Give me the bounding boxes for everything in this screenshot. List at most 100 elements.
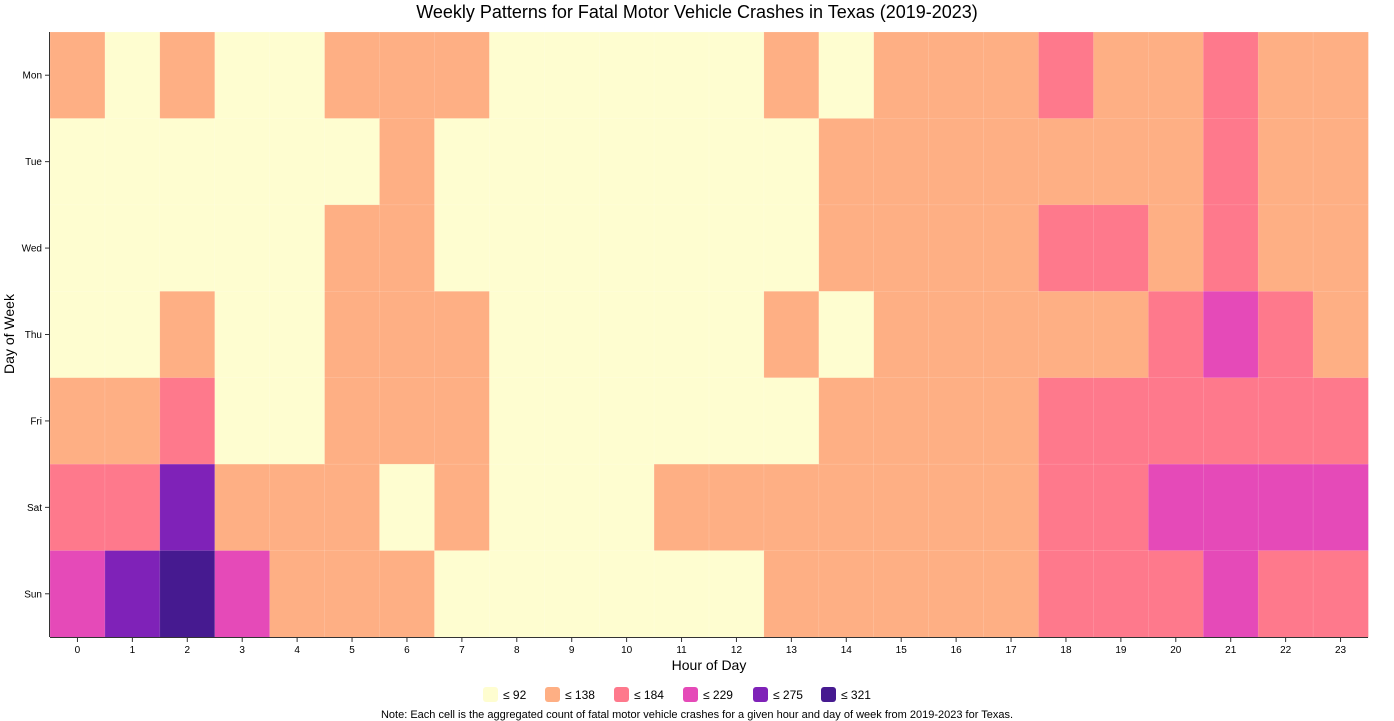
- heatmap-cell-sun-14: [818, 550, 875, 638]
- heatmap-cell-mon-23: [1312, 31, 1369, 120]
- heatmap-cell-sun-2: [159, 550, 216, 638]
- heatmap-cell-mon-20: [1148, 31, 1204, 120]
- heatmap-cell-tue-12: [708, 118, 765, 206]
- x-tick-label: 17: [1005, 645, 1017, 656]
- heatmap-cell-sat-17: [983, 463, 1040, 552]
- heatmap-cell-sun-4: [269, 550, 326, 638]
- heatmap-cell-fri-23: [1312, 377, 1369, 465]
- y-tick-label: Sun: [24, 589, 42, 600]
- heatmap-cell-mon-11: [653, 31, 710, 120]
- legend-swatch: [545, 687, 560, 702]
- heatmap-cell-sun-7: [434, 550, 490, 638]
- y-tick-label: Sat: [27, 503, 42, 514]
- heatmap-cell-sun-1: [104, 550, 161, 638]
- y-tick-label: Tue: [25, 157, 42, 168]
- heatmap-cell-sun-15: [873, 550, 930, 638]
- heatmap-cell-sun-6: [379, 550, 436, 638]
- x-tick-label: 21: [1225, 645, 1237, 656]
- heatmap-cell-thu-1: [104, 291, 161, 379]
- heatmap-cell-thu-18: [1038, 291, 1095, 379]
- heatmap-cell-thu-15: [873, 291, 930, 379]
- heatmap-cell-sat-15: [873, 463, 930, 552]
- heatmap-cell-sun-13: [763, 550, 820, 638]
- legend-item: ≤ 229: [683, 687, 733, 702]
- x-tick-label: 23: [1335, 645, 1347, 656]
- heatmap-cell-mon-17: [983, 31, 1040, 120]
- heatmap-cell-fri-14: [818, 377, 875, 465]
- heatmap-cell-mon-0: [49, 31, 106, 120]
- heatmap-cell-thu-7: [434, 291, 490, 379]
- heatmap-cell-sun-11: [653, 550, 710, 638]
- heatmap-cell-thu-23: [1312, 291, 1369, 379]
- heatmap-cell-mon-6: [379, 31, 436, 120]
- x-tick-label: 15: [896, 645, 908, 656]
- heatmap-cell-tue-9: [544, 118, 600, 206]
- heatmap-cell-sat-0: [49, 463, 106, 552]
- legend-swatch: [483, 687, 498, 702]
- heatmap-cell-sat-9: [544, 463, 600, 552]
- heatmap-cell-thu-19: [1093, 291, 1149, 379]
- heatmap-cell-wed-12: [708, 204, 765, 292]
- heatmap-cell-thu-0: [49, 291, 106, 379]
- x-tick-label: 12: [731, 645, 743, 656]
- heatmap-cell-mon-19: [1093, 31, 1149, 120]
- heatmap-cell-mon-21: [1203, 31, 1259, 120]
- legend: ≤ 92 ≤ 138 ≤ 184 ≤ 229 ≤ 275 ≤ 321: [483, 687, 871, 702]
- heatmap-cell-tue-23: [1312, 118, 1369, 206]
- x-axis-label: Hour of Day: [672, 657, 747, 673]
- heatmap-cell-mon-15: [873, 31, 930, 120]
- heatmap-cell-tue-14: [818, 118, 875, 206]
- heatmap-cell-fri-19: [1093, 377, 1149, 465]
- heatmap-cell-sun-22: [1257, 550, 1314, 638]
- heatmap-cell-sat-1: [104, 463, 161, 552]
- heatmap-cell-tue-6: [379, 118, 436, 206]
- legend-swatch: [614, 687, 629, 702]
- heatmap-cell-tue-5: [324, 118, 381, 206]
- heatmap-cell-tue-10: [598, 118, 655, 206]
- heatmap-cell-sat-13: [763, 463, 820, 552]
- heatmap-cell-thu-22: [1257, 291, 1314, 379]
- heatmap-cell-fri-3: [214, 377, 271, 465]
- heatmap-cell-sun-17: [983, 550, 1040, 638]
- heatmap-cell-sat-22: [1257, 463, 1314, 552]
- heatmap-cell-tue-4: [269, 118, 326, 206]
- heatmap-cell-fri-21: [1203, 377, 1259, 465]
- heatmap-cell-sat-20: [1148, 463, 1204, 552]
- heatmap-cell-wed-18: [1038, 204, 1095, 292]
- x-tick-label: 16: [951, 645, 963, 656]
- heatmap-cell-fri-16: [928, 377, 985, 465]
- legend-item: ≤ 321: [821, 687, 871, 702]
- x-tick-label: 9: [569, 645, 575, 656]
- heatmap-cell-wed-2: [159, 204, 216, 292]
- legend-label: ≤ 92: [503, 688, 527, 702]
- x-tick-label: 7: [459, 645, 465, 656]
- heatmap-cell-fri-7: [434, 377, 490, 465]
- x-tick-label: 18: [1060, 645, 1072, 656]
- heatmap-cells: [49, 31, 1369, 638]
- heatmap-cell-thu-3: [214, 291, 271, 379]
- x-tick-label: 8: [514, 645, 520, 656]
- heatmap-cell-fri-5: [324, 377, 381, 465]
- heatmap-cell-thu-2: [159, 291, 216, 379]
- heatmap-cell-thu-6: [379, 291, 436, 379]
- heatmap-cell-fri-0: [49, 377, 106, 465]
- heatmap-cell-sat-21: [1203, 463, 1259, 552]
- heatmap-cell-wed-15: [873, 204, 930, 292]
- heatmap-cell-mon-16: [928, 31, 985, 120]
- heatmap-cell-wed-0: [49, 204, 106, 292]
- heatmap-cell-wed-3: [214, 204, 271, 292]
- heatmap-cell-sun-8: [489, 550, 545, 638]
- heatmap-cell-sat-5: [324, 463, 381, 552]
- y-tick-label: Mon: [23, 71, 42, 82]
- heatmap-cell-mon-12: [708, 31, 765, 120]
- heatmap-cell-mon-2: [159, 31, 216, 120]
- heatmap-cell-wed-5: [324, 204, 381, 292]
- heatmap-cell-fri-4: [269, 377, 326, 465]
- y-axis-label: Day of Week: [1, 293, 17, 374]
- heatmap-cell-sat-16: [928, 463, 985, 552]
- x-axis: 0 1 2 3 4 5 6 7 8 9 10 11 12 13 14 15 16 17 18 19 20 21 22 23: [50, 637, 1368, 656]
- heatmap-cell-tue-3: [214, 118, 271, 206]
- heatmap-cell-sat-4: [269, 463, 326, 552]
- legend-swatch: [821, 687, 836, 702]
- legend-swatch: [753, 687, 768, 702]
